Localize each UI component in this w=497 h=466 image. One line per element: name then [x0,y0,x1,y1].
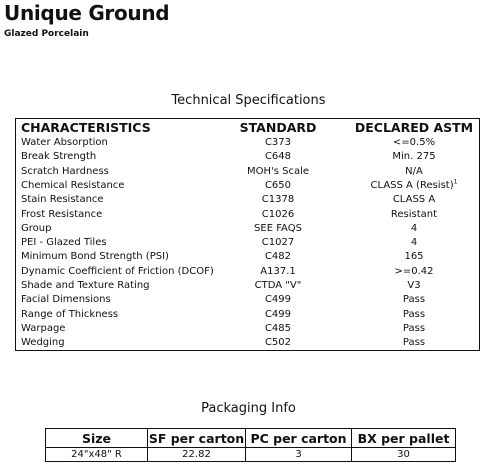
row: Stain Resistance C1378 CLASS A [16,193,479,207]
row: Scratch Hardness MOH's Scale N/A [16,165,479,179]
column-header: STANDARD [239,120,317,135]
cell: C373 [264,137,292,148]
cell: 4 [410,237,418,249]
cell: PEI - Glazed Tiles [21,237,107,249]
row: Minimum Bond Strength (PSI) C482 165 [16,250,479,264]
cell: 22.82 [147,447,246,462]
cell: >=0.42 [394,265,434,277]
row: Water Absorption C373 <=0.5% [16,136,479,150]
cell: Warpage [21,322,66,334]
cell: Water Absorption [21,137,108,148]
cell: N/A [405,165,423,177]
cell: 165 [404,251,424,263]
cell: 30 [351,447,456,462]
row: Frost Resistance C1026 Resistant [16,208,479,222]
column-header: BX per pallet [351,428,456,448]
cell: Chemical Resistance [21,179,125,191]
cell: Min. 275 [392,151,436,163]
cell: 24"x48" R [45,447,148,462]
column-header: DECLARED ASTM [354,120,474,135]
cell: Frost Resistance [21,208,103,220]
row: PEI - Glazed Tiles C1027 4 [16,236,479,250]
cell: C648 [264,151,292,163]
cell: Dynamic Coefficient of Friction (DCOF) [21,265,214,277]
cell: A137.1 [260,265,296,277]
column-header: PC per carton [245,428,352,448]
cell: CLASS A (Resist)1 [350,179,478,193]
cell: Wedging [21,337,65,349]
cell: Pass [402,322,426,334]
spec-table: CHARACTERISTICS STANDARD DECLARED ASTM Wate… [15,118,480,351]
row: Wedging C502 Pass [16,336,479,350]
cell: Resistant [390,208,438,220]
row: 24"x48" R 22.82 3 30 [45,447,456,462]
cell: 3 [245,447,352,462]
cell: Facial Dimensions [21,294,111,306]
packaging-table: Size SF per carton PC per carton BX per pal… [45,428,456,462]
footnote-mark: 1 [453,178,458,186]
cell: Pass [402,337,426,349]
cell: C499 [264,294,292,306]
title: Unique Ground [4,1,170,25]
cell: SEE FAQS [254,222,302,234]
cell: C650 [264,179,292,191]
cell-text: CLASS A (Resist) [370,179,454,191]
subtitle: Glazed Porcelain [4,29,89,39]
cell: <=0.5% [392,137,436,148]
cell: CLASS A [392,194,436,206]
cell: Scratch Hardness [21,165,109,177]
cell: Pass [402,308,426,320]
row: Range of Thickness C499 Pass [16,308,479,322]
cell: C1026 [261,208,295,220]
column-header: Size [45,428,148,448]
cell: 4 [410,222,418,234]
cell: Stain Resistance [21,194,104,206]
cell: MOH's Scale [246,165,310,177]
row: Shade and Texture Rating CTDA "V" V3 [16,279,479,293]
row: Break Strength C648 Min. 275 [16,150,479,164]
column-header: SF per carton [147,428,246,448]
row: Chemical Resistance C650 CLASS A (Resist)1 [16,179,479,193]
cell: V3 [407,280,421,291]
cell: Break Strength [21,151,97,163]
cell: Minimum Bond Strength (PSI) [21,251,169,263]
row: Group SEE FAQS 4 [16,222,479,236]
cell: Shade and Texture Rating [21,280,150,291]
cell: CTDA "V" [254,280,302,291]
cell: C1027 [261,237,295,249]
cell: C485 [264,322,292,334]
row: Dynamic Coefficient of Friction (DCOF) A1… [16,265,479,279]
cell: C502 [264,337,292,349]
cell: C1378 [261,194,295,206]
cell: Group [21,222,52,234]
section-title: Technical Specifications [171,93,326,108]
header-row: Size SF per carton PC per carton BX per pal… [45,428,456,448]
section-title: Packaging Info [201,401,296,416]
row: Warpage C485 Pass [16,322,479,336]
row: Facial Dimensions C499 Pass [16,293,479,307]
cell: C482 [264,251,292,263]
column-header: CHARACTERISTICS [21,120,151,135]
cell: Range of Thickness [21,308,119,320]
cell: C499 [264,308,292,320]
cell: Pass [402,294,426,306]
header-row: CHARACTERISTICS STANDARD DECLARED ASTM [16,120,479,136]
